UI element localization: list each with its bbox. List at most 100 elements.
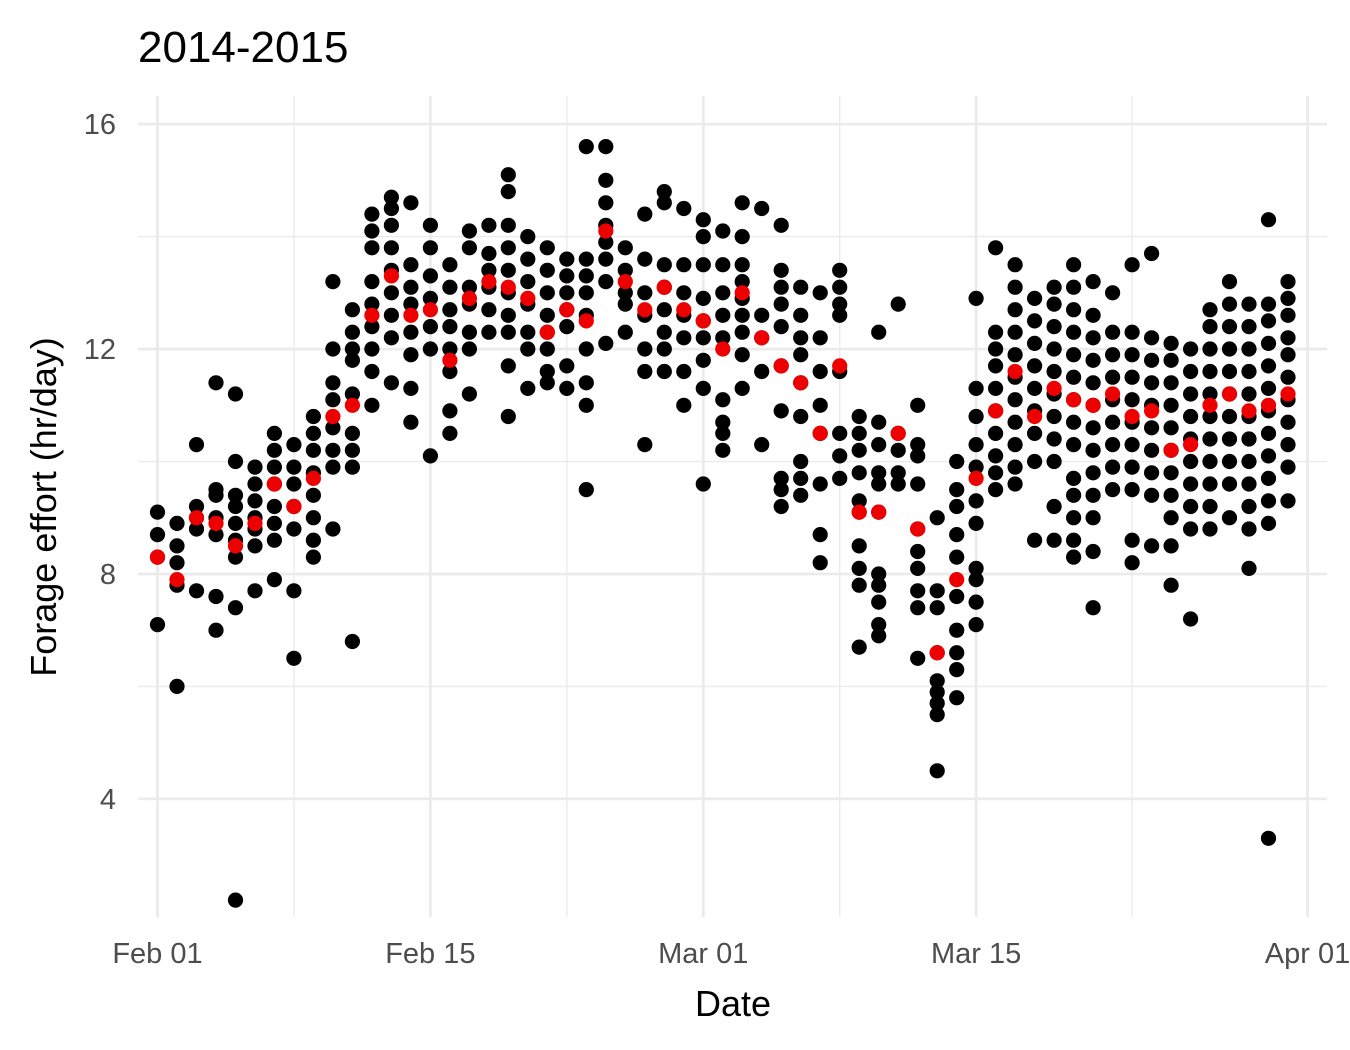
observation-point — [598, 335, 614, 351]
observation-point — [890, 442, 906, 458]
daily-mean-point — [520, 290, 536, 306]
observation-point — [793, 408, 809, 425]
observation-point — [695, 229, 711, 245]
observation-point — [1085, 543, 1101, 560]
observation-point — [1124, 482, 1140, 498]
observation-point — [1105, 369, 1121, 385]
observation-point — [890, 476, 906, 492]
observation-point — [383, 330, 399, 346]
observation-point — [598, 172, 614, 188]
observation-point — [247, 583, 263, 599]
observation-point — [1241, 296, 1257, 312]
observation-point — [968, 572, 984, 588]
observation-point — [383, 307, 399, 323]
observation-point — [988, 425, 1004, 441]
observation-point — [383, 285, 399, 301]
observation-point — [968, 437, 984, 453]
observation-point — [500, 167, 516, 183]
observation-point — [929, 510, 945, 526]
observation-point — [1163, 352, 1179, 368]
observation-point — [1241, 498, 1257, 515]
observation-point — [968, 290, 984, 306]
daily-mean-point — [539, 324, 555, 340]
observation-point — [656, 257, 672, 273]
observation-point — [325, 459, 341, 475]
observation-point — [812, 555, 828, 571]
x-tick-label: Apr 01 — [1265, 938, 1350, 970]
observation-point — [1124, 555, 1140, 571]
observation-point — [403, 414, 419, 430]
observation-point — [559, 380, 575, 396]
observation-point — [266, 425, 282, 441]
observation-point — [851, 442, 867, 458]
observation-point — [1144, 330, 1160, 346]
daily-mean-point — [188, 510, 205, 526]
observation-point — [1221, 476, 1238, 492]
observation-point — [1202, 476, 1218, 492]
observation-point — [871, 628, 887, 644]
observation-point — [1007, 279, 1023, 295]
observation-point — [656, 341, 672, 357]
observation-point — [1202, 408, 1218, 425]
observation-point — [1066, 487, 1082, 503]
observation-point — [812, 476, 828, 492]
observation-point — [637, 251, 653, 267]
daily-mean-point — [286, 498, 302, 515]
observation-point — [1007, 414, 1023, 430]
observation-point — [812, 330, 828, 346]
observation-point — [461, 341, 477, 357]
observation-point — [637, 206, 653, 222]
observation-point — [422, 290, 438, 306]
observation-point — [949, 622, 965, 638]
observation-point — [812, 397, 828, 413]
observation-point — [305, 510, 321, 526]
observation-point — [988, 465, 1004, 481]
observation-point — [1066, 279, 1082, 295]
daily-mean-point — [1144, 403, 1160, 419]
observation-point — [1124, 324, 1140, 340]
observation-point — [422, 240, 438, 256]
observation-point — [500, 408, 516, 425]
observation-point — [1260, 470, 1277, 486]
daily-mean-point — [617, 274, 633, 290]
observation-point — [364, 296, 380, 312]
observation-point — [1202, 498, 1218, 515]
daily-mean-point — [598, 223, 614, 239]
observation-point — [1085, 442, 1101, 458]
observation-point — [344, 633, 360, 650]
observation-point — [910, 437, 926, 453]
observation-point — [247, 476, 263, 492]
observation-point — [286, 459, 302, 475]
observation-point — [637, 437, 653, 453]
observation-point — [208, 482, 224, 498]
observation-point — [1007, 257, 1023, 273]
observation-point — [617, 324, 633, 340]
observation-point — [1046, 363, 1062, 380]
observation-point — [1027, 425, 1043, 441]
observation-point — [422, 217, 438, 233]
observation-point — [578, 268, 594, 284]
observation-point — [929, 707, 945, 723]
observation-point — [208, 622, 224, 638]
observation-point — [734, 380, 750, 396]
observation-point — [1027, 290, 1043, 306]
observation-point — [227, 549, 244, 565]
observation-point — [403, 296, 419, 312]
daily-mean-point — [1202, 397, 1218, 413]
daily-mean-point — [949, 572, 965, 588]
observation-point — [539, 363, 555, 380]
observation-point — [773, 482, 789, 498]
observation-point — [578, 375, 594, 391]
observation-point — [656, 324, 672, 340]
observation-point — [227, 515, 244, 532]
observation-point — [773, 498, 789, 515]
daily-mean-point — [1027, 408, 1043, 425]
observation-point — [1124, 257, 1140, 273]
daily-mean-point — [929, 645, 945, 661]
observation-point — [929, 600, 945, 616]
observation-point — [344, 324, 360, 340]
observation-point — [695, 330, 711, 346]
y-tick-label: 4 — [100, 784, 116, 816]
daily-mean-point — [695, 313, 711, 329]
observation-point — [383, 189, 399, 205]
